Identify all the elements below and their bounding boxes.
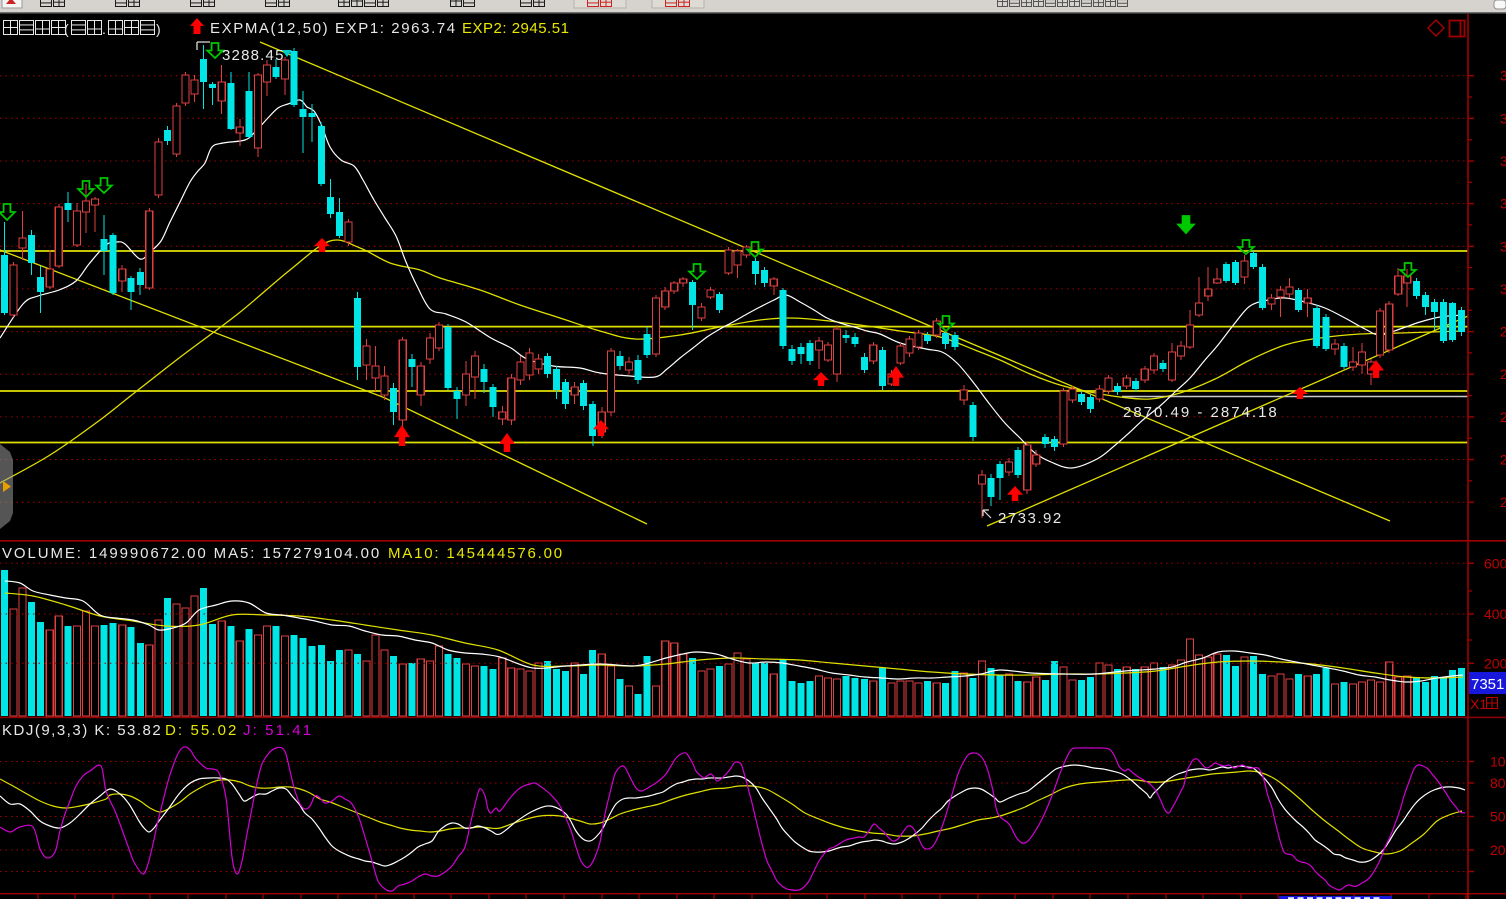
svg-text:2870.49 - 2874.18: 2870.49 - 2874.18 — [1123, 404, 1279, 421]
svg-text:7351: 7351 — [1471, 676, 1504, 693]
svg-text:400: 400 — [1484, 606, 1506, 622]
svg-text:D: 55.02: D: 55.02 — [165, 722, 239, 739]
svg-text:200: 200 — [1484, 655, 1506, 671]
svg-text:3: 3 — [1500, 196, 1506, 212]
svg-text:KDJ(9,3,3) K: 53.82: KDJ(9,3,3) K: 53.82 — [2, 722, 162, 739]
svg-text:3: 3 — [1500, 68, 1506, 84]
svg-text:EXPMA(12,50) EXP1: 2963.74: EXPMA(12,50) EXP1: 2963.74 — [210, 20, 457, 37]
svg-text:3: 3 — [1500, 281, 1506, 297]
svg-text:2733.92: 2733.92 — [998, 510, 1063, 527]
svg-text:MA10: 145444576.00: MA10: 145444576.00 — [388, 545, 564, 562]
svg-text:EXP2: 2945.51: EXP2: 2945.51 — [462, 20, 569, 37]
svg-text:2: 2 — [1500, 366, 1506, 382]
svg-text:X1: X1 — [1470, 696, 1487, 712]
svg-text:(: ( — [64, 21, 69, 37]
svg-text:3: 3 — [1500, 153, 1506, 169]
svg-text:3: 3 — [1500, 110, 1506, 126]
svg-text:100: 100 — [1490, 754, 1506, 770]
svg-text:80: 80 — [1490, 775, 1506, 791]
svg-text:600: 600 — [1484, 555, 1506, 571]
svg-text:.: . — [102, 21, 106, 37]
svg-text:J: 51.41: J: 51.41 — [243, 722, 313, 739]
svg-text:): ) — [156, 21, 161, 37]
svg-text:2: 2 — [1500, 324, 1506, 340]
svg-text:3: 3 — [1500, 238, 1506, 254]
svg-text:VOLUME: 149990672.00 MA5: 1572: VOLUME: 149990672.00 MA5: 157279104.00 — [2, 545, 381, 562]
svg-text:20: 20 — [1490, 842, 1506, 858]
svg-text:50: 50 — [1490, 809, 1506, 825]
svg-text:2: 2 — [1500, 409, 1506, 425]
svg-text:2: 2 — [1500, 494, 1506, 510]
svg-text:2: 2 — [1500, 452, 1506, 468]
svg-text:3288.45: 3288.45 — [222, 47, 285, 64]
